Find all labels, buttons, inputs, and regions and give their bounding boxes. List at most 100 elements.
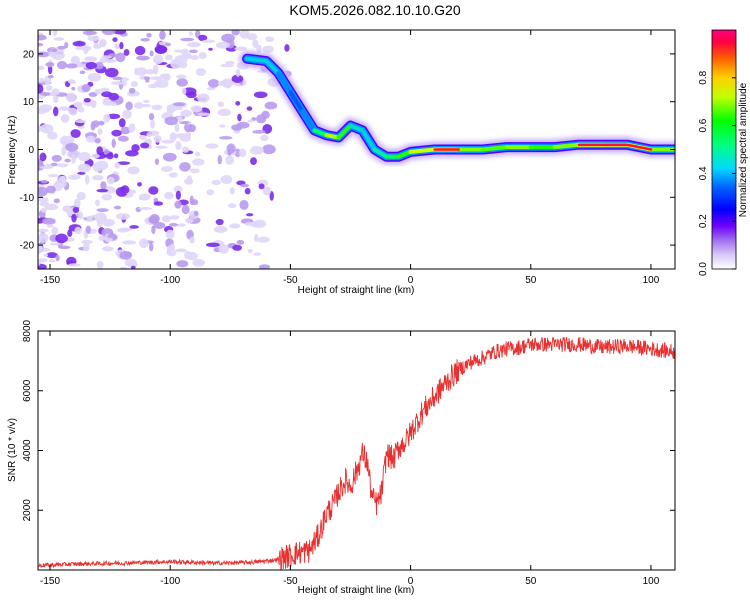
- noise-blob: [258, 264, 271, 269]
- noise-blob: [189, 49, 198, 54]
- noise-blob: [182, 87, 187, 95]
- noise-blob: [60, 114, 70, 123]
- noise-blob: [124, 251, 132, 257]
- noise-blob: [225, 60, 235, 65]
- spectrogram-y-tick-label: -20: [20, 241, 35, 252]
- noise-blob: [193, 210, 199, 216]
- noise-blob: [168, 172, 178, 178]
- noise-blob: [176, 223, 186, 227]
- track-core-segment: [324, 133, 341, 140]
- noise-blob: [185, 131, 192, 138]
- noise-blob: [129, 225, 139, 229]
- noise-blob: [86, 215, 93, 221]
- noise-blob: [262, 186, 272, 196]
- snr-x-tick-label: -100: [160, 576, 180, 587]
- noise-blob: [39, 152, 47, 162]
- noise-blob: [47, 64, 53, 75]
- noise-blob: [82, 242, 90, 252]
- noise-blob: [143, 99, 150, 104]
- noise-blob: [231, 74, 244, 84]
- noise-blob: [197, 93, 210, 103]
- noise-blob: [104, 237, 113, 242]
- noise-blob: [61, 145, 67, 156]
- noise-blob: [231, 30, 240, 36]
- track-core-segment: [396, 149, 413, 159]
- noise-blob: [94, 88, 102, 95]
- noise-blob: [55, 254, 60, 262]
- noise-blob: [215, 218, 224, 226]
- noise-blob: [98, 120, 105, 126]
- noise-blob: [84, 56, 98, 62]
- noise-blob: [150, 119, 156, 129]
- noise-blob: [137, 182, 142, 187]
- noise-blob: [54, 179, 67, 189]
- noise-blob: [159, 73, 169, 80]
- noise-blob: [120, 185, 130, 194]
- noise-blob: [85, 61, 97, 70]
- noise-blob: [65, 142, 79, 152]
- noise-blob: [38, 228, 49, 233]
- noise-blob: [148, 216, 160, 224]
- noise-blob: [56, 163, 69, 168]
- snr-x-tick-label: -50: [283, 576, 298, 587]
- noise-blob: [220, 175, 233, 185]
- noise-blob: [218, 244, 229, 254]
- noise-blob: [70, 129, 81, 138]
- noise-blob: [175, 140, 182, 151]
- noise-blob: [252, 130, 266, 134]
- track-peak-segment: [625, 143, 653, 151]
- noise-blob: [38, 43, 44, 47]
- noise-blob: [165, 229, 175, 239]
- noise-blob: [139, 238, 149, 249]
- noise-blob: [205, 242, 220, 248]
- noise-blob: [225, 155, 235, 165]
- noise-blob: [53, 37, 65, 41]
- noise-blob: [38, 186, 48, 197]
- snr-y-axis: 2000 4000 6000 8000: [22, 319, 675, 521]
- noise-blob: [185, 217, 194, 224]
- noise-blob: [51, 50, 65, 61]
- noise-blob: [98, 235, 106, 241]
- noise-blob: [90, 99, 97, 109]
- noise-blob: [262, 45, 274, 53]
- noise-blob: [134, 67, 139, 76]
- spectrogram-y-tick-label: 0: [28, 145, 34, 156]
- noise-blob: [176, 78, 188, 87]
- noise-blob: [50, 162, 58, 167]
- noise-blob: [265, 36, 275, 43]
- track-core-segment: [552, 142, 581, 150]
- noise-blob: [40, 179, 48, 184]
- noise-blob: [180, 109, 193, 118]
- noise-blob: [138, 206, 153, 211]
- noise-blob: [107, 113, 121, 120]
- snr-y-tick-label: 6000: [22, 379, 33, 402]
- noise-blob: [168, 222, 179, 227]
- noise-blob: [188, 31, 193, 37]
- noise-blob: [164, 42, 171, 47]
- noise-blob: [192, 259, 206, 267]
- noise-blob: [104, 58, 117, 63]
- noise-blob: [47, 131, 58, 140]
- spectrogram-track: [239, 50, 675, 165]
- noise-blob: [39, 123, 54, 134]
- noise-blob: [111, 129, 122, 137]
- noise-blob: [92, 174, 104, 181]
- noise-blob: [250, 157, 257, 165]
- noise-blob: [164, 116, 178, 126]
- noise-blob: [178, 116, 183, 123]
- noise-blob: [112, 76, 123, 81]
- track-core-segment: [288, 90, 305, 114]
- noise-blob: [153, 221, 166, 229]
- noise-blob: [58, 245, 71, 250]
- colorbar: 0.0 0.2 0.4 0.6 0.8 Normalized spectral ampl…: [698, 29, 749, 276]
- noise-blob: [74, 198, 81, 208]
- noise-blob: [60, 135, 70, 146]
- noise-blob: [162, 152, 177, 162]
- noise-blob: [99, 87, 110, 93]
- track-core-segment: [348, 123, 365, 133]
- noise-blob: [175, 248, 187, 253]
- spectrogram-x-tick-label: -100: [160, 275, 180, 286]
- noise-blob: [161, 215, 171, 223]
- noise-blob: [101, 193, 113, 201]
